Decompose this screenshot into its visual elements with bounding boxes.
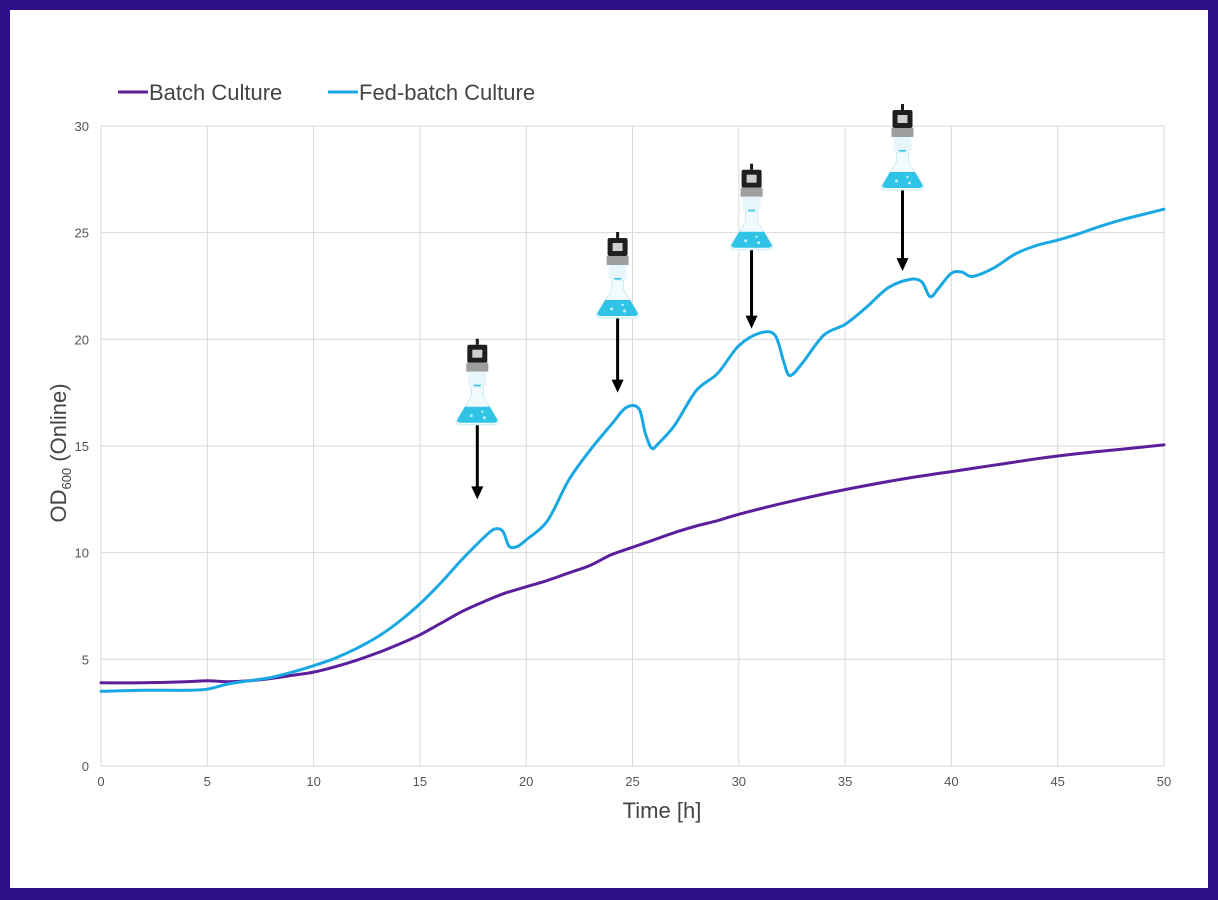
feed-annotations [455, 103, 925, 500]
x-tick-label: 5 [204, 774, 211, 789]
y-tick-label: 5 [82, 652, 89, 667]
x-tick-labels: 0 5 10 15 20 25 30 35 40 45 50 [97, 774, 1171, 789]
series-line-fedbatch [99, 207, 1166, 693]
x-tick-label: 30 [732, 774, 746, 789]
y-tick-label: 15 [75, 439, 89, 454]
feed-arrow-head [611, 379, 624, 393]
y-tick-label: 20 [75, 332, 89, 347]
x-tick-label: 50 [1157, 774, 1171, 789]
shake-flask-icon [880, 103, 925, 191]
legend-label-batch: Batch Culture [149, 80, 282, 105]
series-lines [99, 207, 1166, 693]
x-tick-label: 15 [413, 774, 427, 789]
x-tick-label: 25 [625, 774, 639, 789]
y-tick-labels: 0 5 10 15 20 25 30 [75, 119, 89, 774]
y-axis-title: OD600 (Online) [46, 383, 74, 522]
x-tick-label: 40 [944, 774, 958, 789]
y-axis-title-subscript: 600 [59, 468, 74, 490]
x-tick-label: 10 [306, 774, 320, 789]
feed-arrow-head [471, 486, 484, 500]
legend-label-fedbatch: Fed-batch Culture [359, 80, 535, 105]
x-axis-title: Time [h] [623, 798, 702, 823]
od600-time-chart: 0 5 10 15 20 25 30 35 40 45 50 0 5 10 15 20 25 30 Time [… [46, 80, 1171, 823]
y-tick-label: 10 [75, 546, 89, 561]
y-tick-label: 25 [75, 226, 89, 241]
x-tick-label: 0 [97, 774, 104, 789]
feed-arrow-head [896, 258, 909, 272]
x-tick-label: 35 [838, 774, 852, 789]
y-axis-title-main: OD [46, 490, 71, 523]
x-tick-label: 20 [519, 774, 533, 789]
y-tick-label: 0 [82, 759, 89, 774]
grid-lines [100, 125, 1165, 767]
shake-flask-icon [729, 163, 774, 251]
feed-arrow-head [745, 315, 758, 329]
legend: Batch Culture Fed-batch Culture [118, 80, 535, 105]
series-line-batch [99, 443, 1166, 685]
x-tick-label: 45 [1050, 774, 1064, 789]
shake-flask-icon [455, 338, 499, 426]
y-tick-label: 30 [75, 119, 89, 134]
y-axis-title-suffix: (Online) [46, 383, 71, 467]
chart-frame: 0 5 10 15 20 25 30 35 40 45 50 0 5 10 15 20 25 30 Time [… [10, 10, 1208, 888]
